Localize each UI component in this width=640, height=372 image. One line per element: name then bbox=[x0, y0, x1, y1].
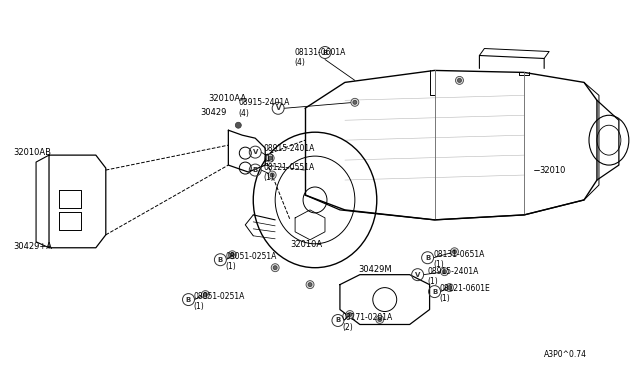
Circle shape bbox=[228, 251, 236, 259]
Text: 08051-0251A: 08051-0251A bbox=[225, 252, 276, 261]
Text: B: B bbox=[218, 257, 223, 263]
Text: 08171-0201A: 08171-0201A bbox=[342, 313, 393, 322]
Text: B: B bbox=[253, 167, 258, 173]
Circle shape bbox=[456, 76, 463, 84]
Circle shape bbox=[346, 311, 354, 318]
Circle shape bbox=[442, 270, 447, 274]
Text: B: B bbox=[186, 296, 191, 302]
Text: (1): (1) bbox=[440, 294, 451, 303]
Circle shape bbox=[271, 264, 279, 272]
Text: (1): (1) bbox=[263, 173, 274, 182]
Circle shape bbox=[308, 283, 312, 286]
Text: 08915-2401A: 08915-2401A bbox=[238, 98, 290, 107]
Text: 32010A: 32010A bbox=[290, 240, 322, 249]
Text: (2): (2) bbox=[342, 323, 353, 332]
Circle shape bbox=[447, 286, 451, 290]
Text: 08131-0651A: 08131-0651A bbox=[433, 250, 485, 259]
Text: (1): (1) bbox=[433, 260, 444, 269]
Circle shape bbox=[445, 283, 454, 292]
Text: B: B bbox=[432, 289, 437, 295]
Circle shape bbox=[378, 318, 382, 321]
Circle shape bbox=[270, 173, 274, 177]
Circle shape bbox=[268, 171, 276, 179]
Circle shape bbox=[204, 293, 207, 296]
Circle shape bbox=[273, 266, 277, 270]
Text: A3P0^0.74: A3P0^0.74 bbox=[544, 350, 587, 359]
Text: (1): (1) bbox=[428, 277, 438, 286]
Circle shape bbox=[452, 250, 456, 254]
Text: (4): (4) bbox=[238, 109, 249, 118]
Circle shape bbox=[202, 291, 209, 299]
Text: 30429: 30429 bbox=[200, 108, 227, 117]
Text: 08915-2401A: 08915-2401A bbox=[428, 267, 479, 276]
Text: 30429M: 30429M bbox=[358, 265, 392, 274]
Text: 32010: 32010 bbox=[539, 166, 566, 174]
Circle shape bbox=[268, 156, 272, 160]
Text: B: B bbox=[323, 49, 328, 55]
Circle shape bbox=[230, 253, 234, 257]
Text: (1): (1) bbox=[263, 154, 274, 163]
Text: (4): (4) bbox=[294, 58, 305, 67]
Circle shape bbox=[351, 98, 359, 106]
Text: 32010AA: 32010AA bbox=[209, 94, 246, 103]
Text: B: B bbox=[425, 255, 430, 261]
Text: V: V bbox=[415, 272, 420, 278]
Circle shape bbox=[451, 248, 458, 256]
Circle shape bbox=[376, 315, 384, 324]
Text: 32010AB: 32010AB bbox=[13, 148, 51, 157]
Text: (1): (1) bbox=[193, 302, 204, 311]
Text: V: V bbox=[253, 149, 258, 155]
Text: 08915-2401A: 08915-2401A bbox=[263, 144, 315, 153]
Circle shape bbox=[266, 154, 274, 162]
Text: 08121-0601E: 08121-0601E bbox=[440, 284, 490, 293]
Circle shape bbox=[440, 268, 449, 276]
Text: B: B bbox=[335, 317, 340, 324]
Text: 30429+A: 30429+A bbox=[13, 242, 52, 251]
Circle shape bbox=[348, 312, 352, 317]
Circle shape bbox=[353, 100, 357, 104]
Text: (1): (1) bbox=[225, 262, 236, 271]
Circle shape bbox=[306, 280, 314, 289]
Text: 08051-0251A: 08051-0251A bbox=[193, 292, 245, 301]
Circle shape bbox=[236, 122, 241, 128]
Text: 08131-0601A: 08131-0601A bbox=[294, 48, 346, 57]
Circle shape bbox=[458, 78, 461, 82]
Text: V: V bbox=[275, 105, 281, 111]
Text: 08121-0551A: 08121-0551A bbox=[263, 163, 314, 171]
